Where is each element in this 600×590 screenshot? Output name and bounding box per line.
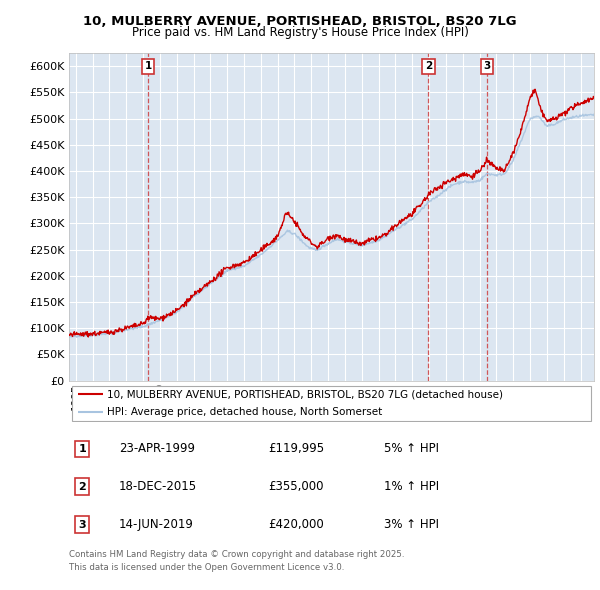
Text: 10, MULBERRY AVENUE, PORTISHEAD, BRISTOL, BS20 7LG (detached house): 10, MULBERRY AVENUE, PORTISHEAD, BRISTOL…: [107, 389, 503, 399]
Text: 23-APR-1999: 23-APR-1999: [119, 442, 195, 455]
Text: £119,995: £119,995: [269, 442, 325, 455]
Text: 14-JUN-2019: 14-JUN-2019: [119, 518, 194, 531]
Text: 1: 1: [145, 61, 152, 71]
FancyBboxPatch shape: [71, 386, 592, 421]
Text: 18-DEC-2015: 18-DEC-2015: [119, 480, 197, 493]
Text: 1% ↑ HPI: 1% ↑ HPI: [384, 480, 439, 493]
Text: 2: 2: [78, 482, 86, 491]
Text: 10, MULBERRY AVENUE, PORTISHEAD, BRISTOL, BS20 7LG: 10, MULBERRY AVENUE, PORTISHEAD, BRISTOL…: [83, 15, 517, 28]
Text: 2: 2: [425, 61, 432, 71]
Text: Contains HM Land Registry data © Crown copyright and database right 2025.
This d: Contains HM Land Registry data © Crown c…: [69, 550, 404, 572]
Text: Price paid vs. HM Land Registry's House Price Index (HPI): Price paid vs. HM Land Registry's House …: [131, 26, 469, 39]
Text: 3: 3: [79, 520, 86, 529]
Text: 3: 3: [484, 61, 491, 71]
Text: 5% ↑ HPI: 5% ↑ HPI: [384, 442, 439, 455]
Text: 3% ↑ HPI: 3% ↑ HPI: [384, 518, 439, 531]
Text: 1: 1: [78, 444, 86, 454]
Text: £420,000: £420,000: [269, 518, 324, 531]
Text: HPI: Average price, detached house, North Somerset: HPI: Average price, detached house, Nort…: [107, 407, 382, 417]
Text: £355,000: £355,000: [269, 480, 324, 493]
